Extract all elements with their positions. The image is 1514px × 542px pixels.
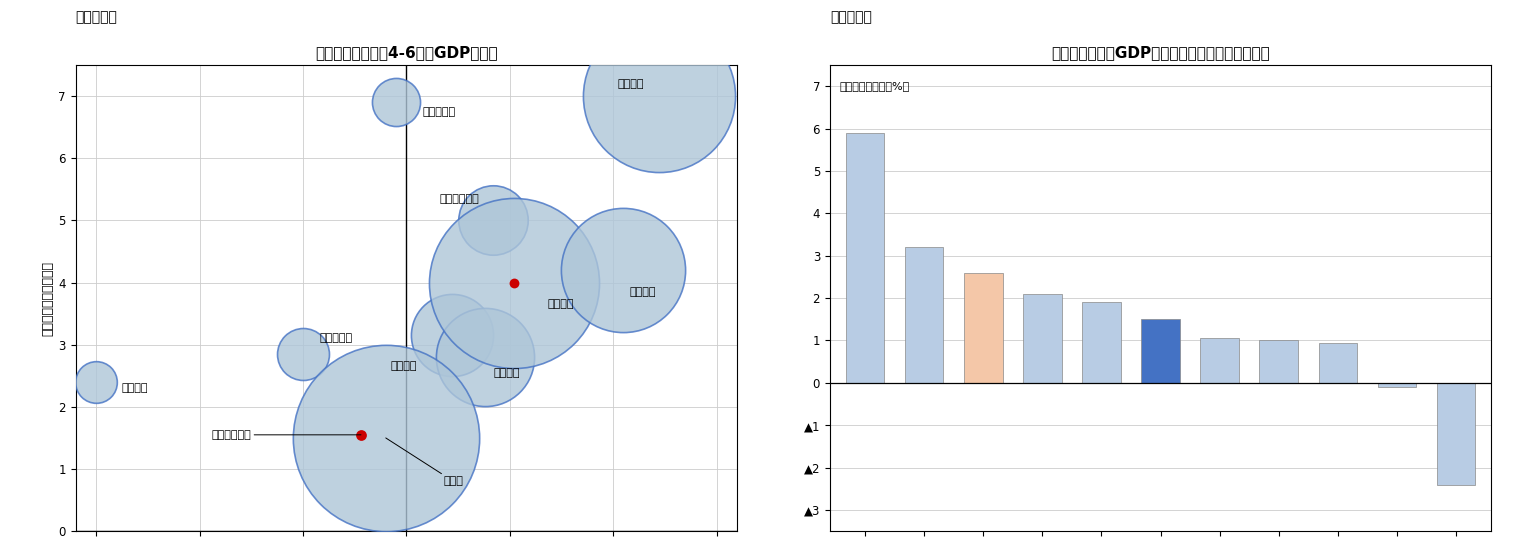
Point xyxy=(612,266,636,274)
Bar xyxy=(1260,340,1297,383)
Point xyxy=(646,92,671,100)
Text: （図表４）: （図表４） xyxy=(830,10,872,24)
Text: ポルトガル: ポルトガル xyxy=(422,107,456,117)
Bar xyxy=(1378,383,1416,387)
Title: 日米欧主要国のGDP水準（コロナ禁前との比較）: 日米欧主要国のGDP水準（コロナ禁前との比較） xyxy=(1051,44,1270,60)
Point xyxy=(374,434,398,442)
Text: オーストリア: オーストリア xyxy=(439,193,478,204)
Title: ユーロ圈主要国の4-6月期GDP伸び率: ユーロ圈主要国の4-6月期GDP伸び率 xyxy=(315,44,498,60)
Point xyxy=(85,378,109,386)
Text: フランス: フランス xyxy=(494,367,519,378)
Bar xyxy=(964,273,1002,383)
Bar xyxy=(1319,343,1357,383)
Bar xyxy=(1023,294,1061,383)
Point xyxy=(501,278,525,287)
Text: （参考）米国: （参考）米国 xyxy=(212,430,360,440)
Text: ラトビア: ラトビア xyxy=(121,383,148,393)
Y-axis label: （前年同期比伸び率）: （前年同期比伸び率） xyxy=(41,261,55,335)
Text: （コロナ禁前比、%）: （コロナ禁前比、%） xyxy=(840,81,910,92)
Text: ベルギー: ベルギー xyxy=(391,362,416,371)
Text: ドイツ: ドイツ xyxy=(386,438,463,486)
Point xyxy=(481,216,506,225)
Bar xyxy=(1083,302,1120,383)
Point xyxy=(348,430,372,439)
Text: （図表３）: （図表３） xyxy=(76,10,118,24)
Point xyxy=(439,331,463,340)
Bar xyxy=(1201,338,1238,383)
Bar xyxy=(1142,319,1179,383)
Text: ユーロ圈: ユーロ圈 xyxy=(547,299,574,309)
Bar xyxy=(846,133,884,383)
Bar xyxy=(1437,383,1475,485)
Point xyxy=(291,350,315,358)
Point xyxy=(472,353,497,362)
Text: スペイン: スペイン xyxy=(618,79,643,89)
Point xyxy=(501,278,525,287)
Bar xyxy=(905,247,943,383)
Text: イタリア: イタリア xyxy=(630,287,656,297)
Text: リトアニア: リトアニア xyxy=(319,333,353,344)
Point xyxy=(385,98,409,107)
